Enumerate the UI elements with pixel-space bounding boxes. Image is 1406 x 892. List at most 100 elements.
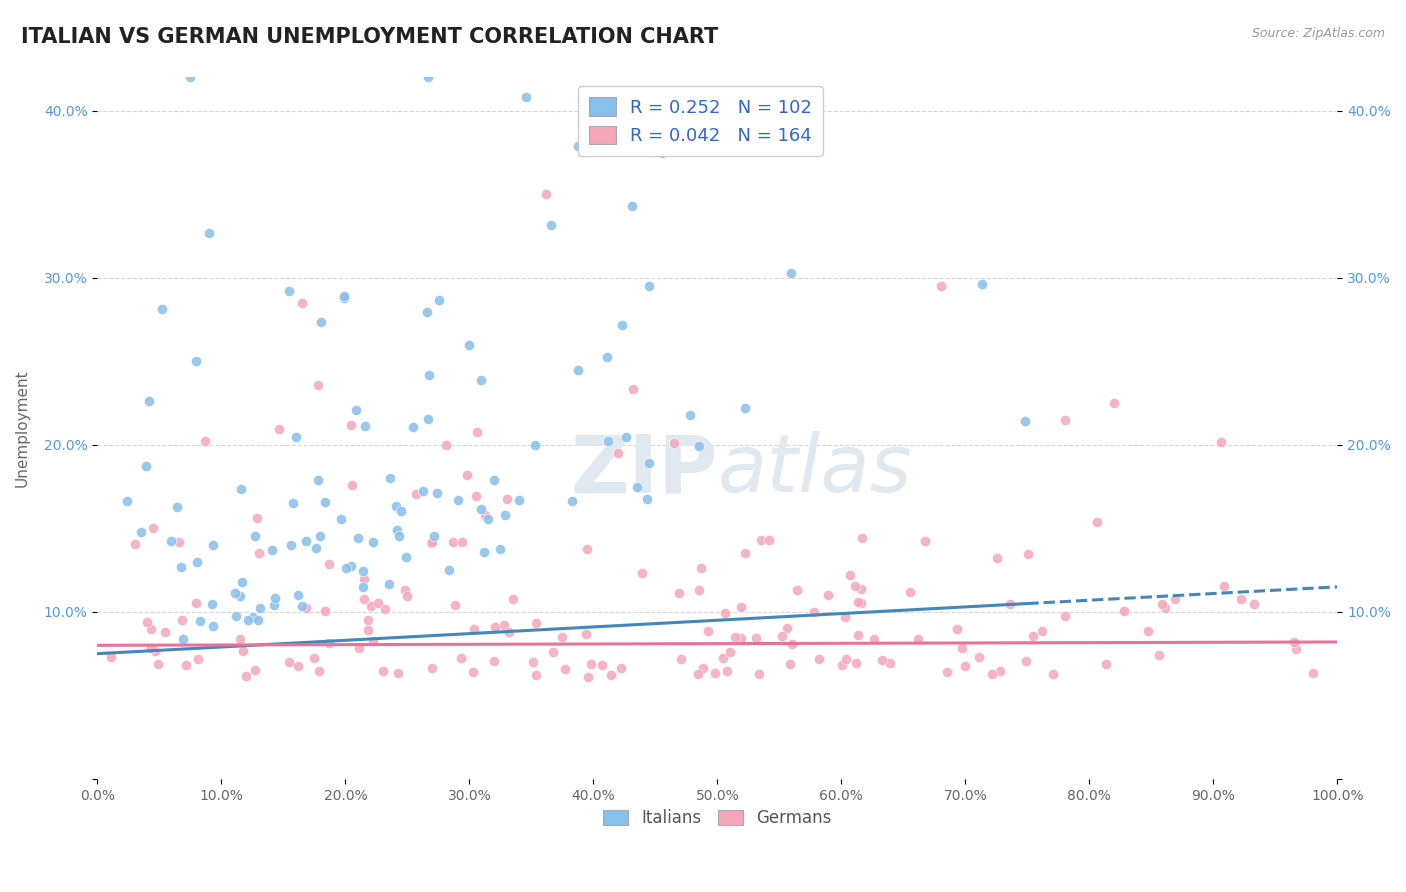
Point <box>416 305 439 319</box>
Point <box>231 574 253 589</box>
Point <box>412 483 434 498</box>
Point <box>494 617 516 632</box>
Point <box>277 656 299 670</box>
Point <box>402 420 425 434</box>
Point <box>1302 665 1324 680</box>
Point <box>394 582 416 597</box>
Point <box>201 538 224 552</box>
Point <box>1285 642 1308 657</box>
Point <box>515 90 537 104</box>
Point <box>1282 635 1305 649</box>
Point <box>264 591 287 605</box>
Point <box>426 485 449 500</box>
Point <box>596 350 619 364</box>
Point <box>1149 648 1171 662</box>
Point <box>129 525 152 540</box>
Point <box>1102 396 1125 410</box>
Point <box>172 613 194 627</box>
Point <box>936 665 959 680</box>
Point <box>803 606 825 620</box>
Point <box>307 473 329 487</box>
Point <box>395 550 418 565</box>
Point <box>574 627 596 641</box>
Point <box>688 440 710 454</box>
Point <box>945 622 967 636</box>
Point <box>907 632 929 646</box>
Point <box>309 529 332 543</box>
Point <box>607 446 630 460</box>
Text: ZIP: ZIP <box>571 431 717 509</box>
Point <box>470 373 492 387</box>
Point <box>247 546 270 560</box>
Point <box>444 598 467 612</box>
Point <box>772 629 794 643</box>
Point <box>662 436 685 450</box>
Point <box>353 572 375 586</box>
Point <box>333 289 356 303</box>
Point <box>612 318 634 332</box>
Point <box>623 382 645 396</box>
Point <box>630 566 652 580</box>
Point <box>291 599 314 613</box>
Point <box>441 535 464 549</box>
Text: Source: ZipAtlas.com: Source: ZipAtlas.com <box>1251 27 1385 40</box>
Point <box>845 656 868 670</box>
Point <box>179 70 201 85</box>
Point <box>389 503 412 517</box>
Point <box>340 477 363 491</box>
Point <box>848 595 870 609</box>
Point <box>437 563 460 577</box>
Point <box>541 645 564 659</box>
Point <box>387 665 409 680</box>
Point <box>484 620 506 634</box>
Point <box>1209 434 1232 449</box>
Point <box>929 279 952 293</box>
Point <box>302 651 325 665</box>
Point <box>465 425 488 439</box>
Point <box>498 625 520 640</box>
Point <box>280 538 302 552</box>
Point <box>357 623 380 637</box>
Point <box>277 285 299 299</box>
Point <box>235 668 257 682</box>
Point <box>638 457 661 471</box>
Text: atlas: atlas <box>717 431 912 509</box>
Point <box>197 226 219 240</box>
Point <box>1054 609 1077 624</box>
Point <box>231 483 253 497</box>
Point <box>1243 597 1265 611</box>
Point <box>716 665 738 679</box>
Point <box>638 279 661 293</box>
Point <box>508 492 530 507</box>
Point <box>385 523 408 537</box>
Point <box>363 535 385 549</box>
Point <box>139 640 162 655</box>
Point <box>450 650 472 665</box>
Point <box>347 532 370 546</box>
Point <box>456 468 478 483</box>
Point <box>626 480 648 494</box>
Point <box>610 661 633 675</box>
Point <box>1031 624 1053 639</box>
Point <box>851 532 873 546</box>
Point <box>295 601 318 615</box>
Point <box>1014 414 1036 428</box>
Point <box>229 632 252 646</box>
Point <box>776 622 799 636</box>
Point <box>849 596 872 610</box>
Point <box>115 493 138 508</box>
Point <box>291 296 314 310</box>
Point <box>416 412 439 426</box>
Point <box>340 418 363 433</box>
Point <box>540 218 562 232</box>
Point <box>689 583 711 598</box>
Point <box>395 589 418 603</box>
Point <box>202 618 225 632</box>
Point <box>1053 413 1076 427</box>
Point <box>523 437 546 451</box>
Text: ITALIAN VS GERMAN UNEMPLOYMENT CORRELATION CHART: ITALIAN VS GERMAN UNEMPLOYMENT CORRELATI… <box>21 27 718 46</box>
Point <box>333 292 356 306</box>
Point <box>353 592 375 607</box>
Point <box>308 664 330 678</box>
Point <box>308 377 330 392</box>
